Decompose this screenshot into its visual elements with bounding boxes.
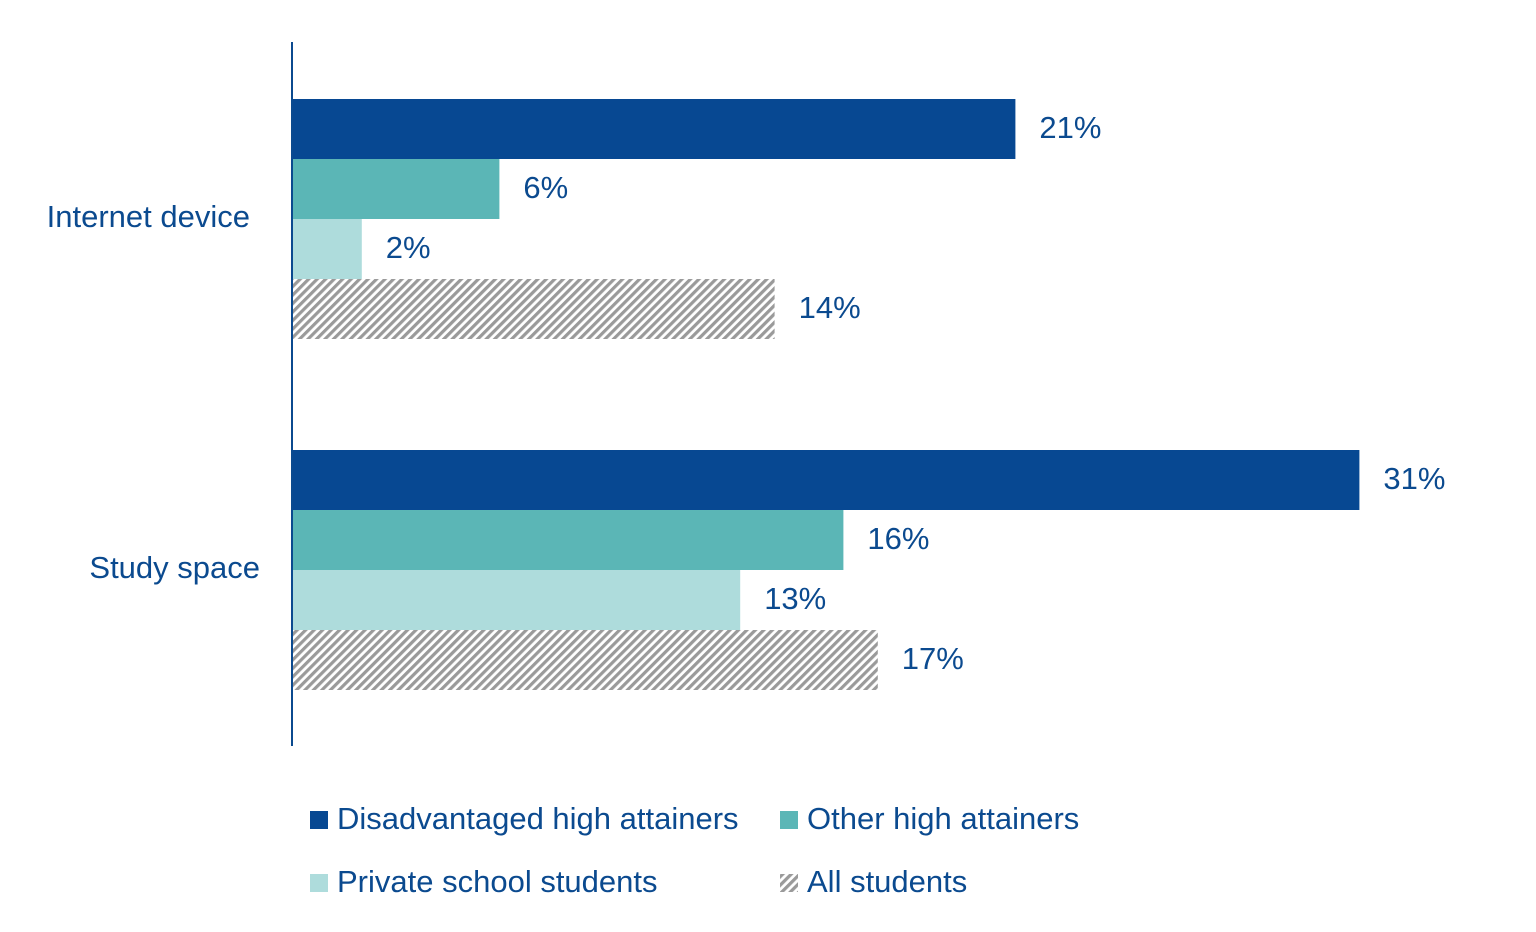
bar-internet-device-all-students [293, 279, 775, 339]
data-label-study-space-private-school-students: 13% [764, 581, 826, 616]
legend-swatch-other-high-attainers [780, 811, 798, 829]
category-label-internet-device: Internet device [47, 199, 250, 234]
bar-study-space-private-school-students [293, 570, 741, 630]
bar-study-space-disadvantaged-high-attainers [293, 450, 1360, 510]
legend-label-other-high-attainers: Other high attainers [807, 801, 1079, 836]
category-label-study-space: Study space [89, 550, 260, 585]
legend-label-all-students: All students [807, 864, 967, 899]
data-label-internet-device-private-school-students: 2% [386, 230, 431, 265]
bar-internet-device-disadvantaged-high-attainers [293, 99, 1016, 159]
data-label-study-space-disadvantaged-high-attainers: 31% [1383, 461, 1445, 496]
legend-swatch-all-students [780, 874, 798, 892]
data-label-study-space-all-students: 17% [902, 641, 964, 676]
bar-internet-device-other-high-attainers [293, 159, 500, 219]
data-label-internet-device-disadvantaged-high-attainers: 21% [1039, 110, 1101, 145]
data-label-internet-device-other-high-attainers: 6% [523, 170, 568, 205]
bar-internet-device-private-school-students [293, 219, 362, 279]
bar-study-space-all-students [293, 630, 878, 690]
legend-label-private-school-students: Private school students [337, 864, 658, 899]
data-label-internet-device-all-students: 14% [799, 290, 861, 325]
bar-study-space-other-high-attainers [293, 510, 844, 570]
legend-swatch-disadvantaged-high-attainers [310, 811, 328, 829]
legend-label-disadvantaged-high-attainers: Disadvantaged high attainers [337, 801, 739, 836]
data-label-study-space-other-high-attainers: 16% [867, 521, 929, 556]
legend-swatch-private-school-students [310, 874, 328, 892]
